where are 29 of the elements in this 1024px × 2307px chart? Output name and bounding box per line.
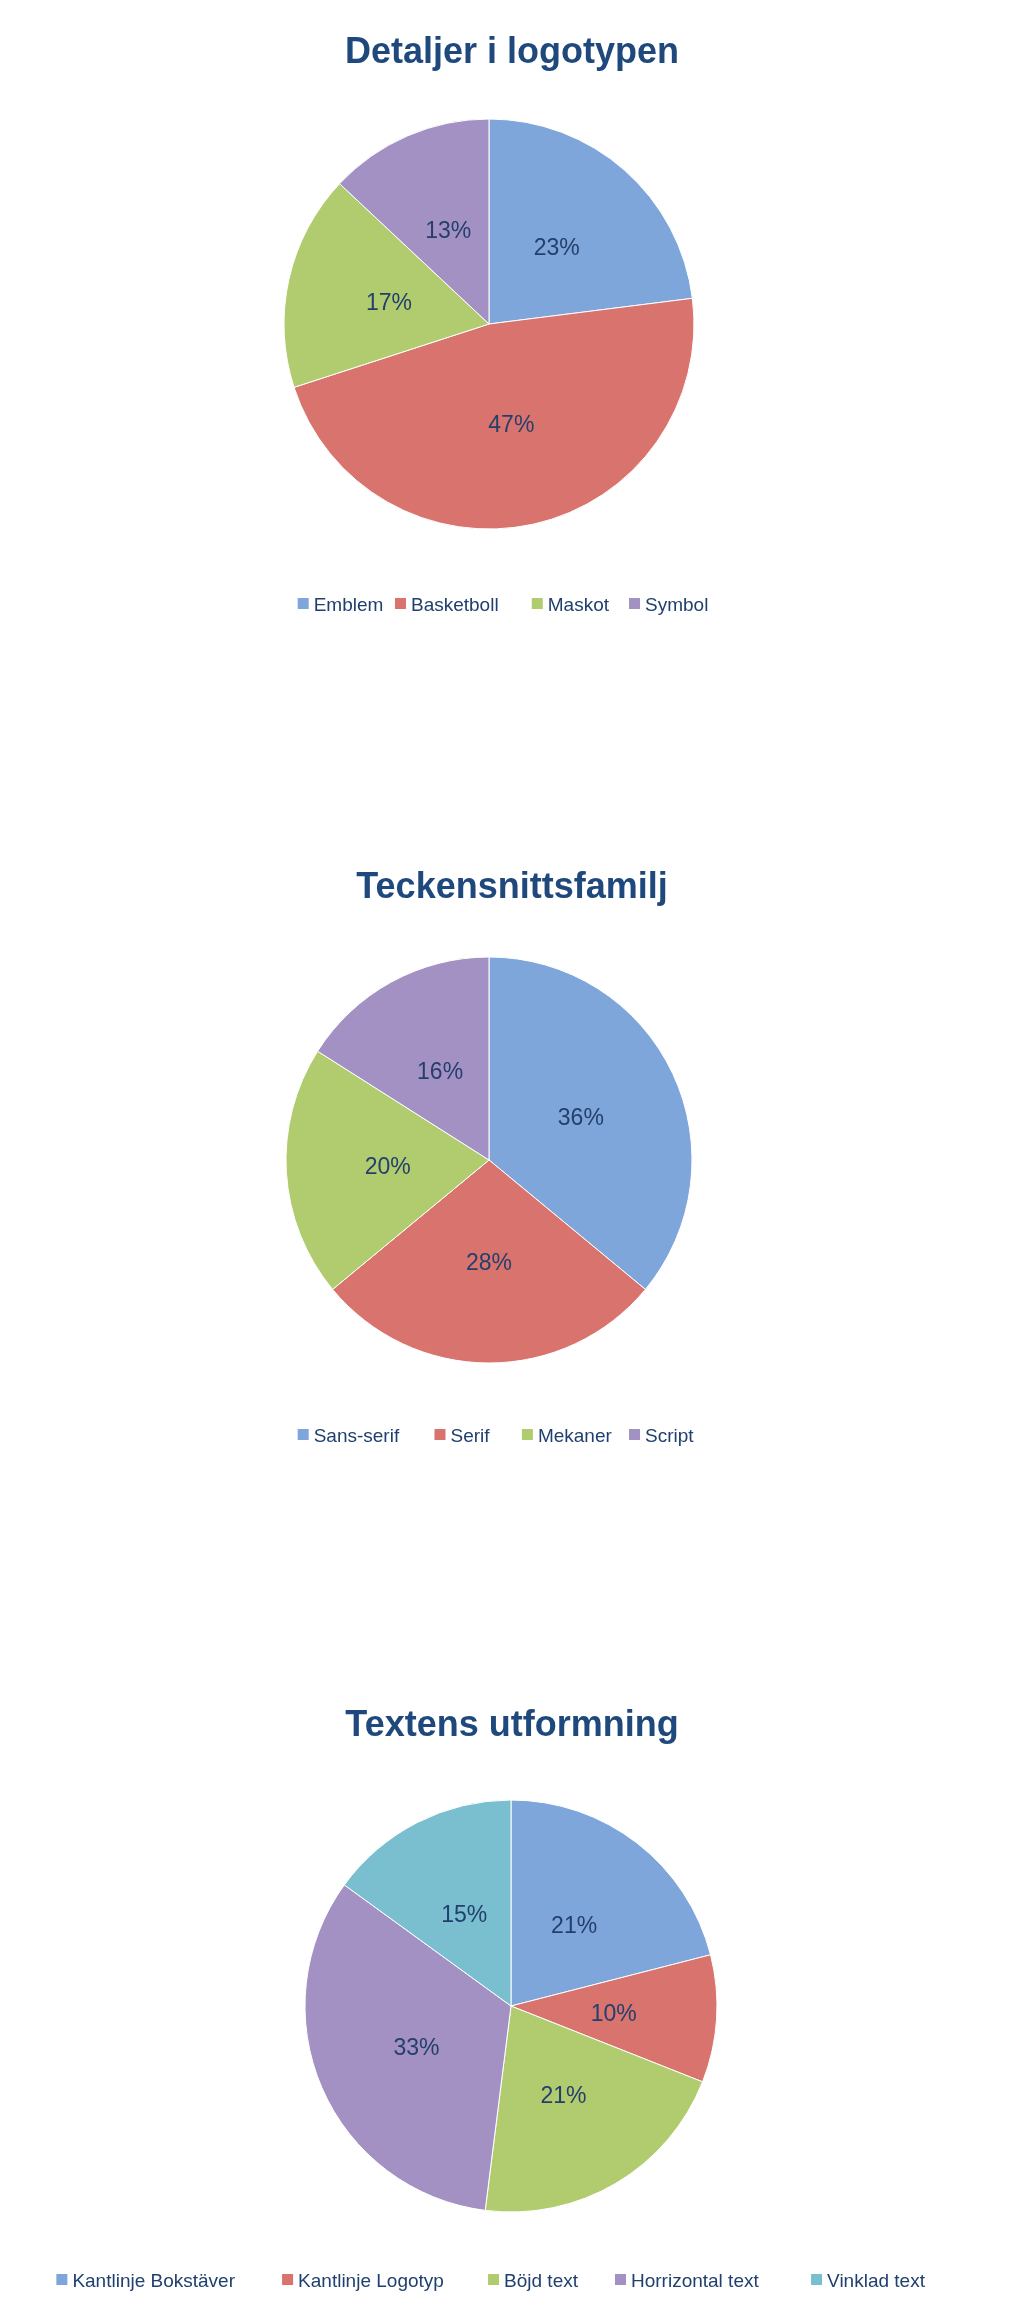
legend-label: Kantlinje Bokstäver <box>72 2269 236 2291</box>
data-label: 21% <box>551 1911 598 1938</box>
data-label: 20% <box>364 1153 411 1180</box>
data-label: 15% <box>441 1901 488 1928</box>
legend-label: Script <box>645 1424 695 1446</box>
data-label: 47% <box>488 411 535 438</box>
data-label: 21% <box>540 2081 587 2108</box>
chart-title: Teckensnittsfamilj <box>356 865 668 906</box>
legend-label: Horrizontal text <box>630 2269 760 2291</box>
legend-label: Serif <box>450 1424 491 1446</box>
legend-label: Böjd text <box>504 2269 579 2291</box>
data-label: 17% <box>365 288 412 315</box>
data-label: 23% <box>533 234 580 261</box>
chart-title: Detaljer i logotypen <box>344 30 680 71</box>
data-label: 36% <box>557 1103 604 1130</box>
legend-label: Maskot <box>547 593 610 615</box>
legend-label: Kantlinje Logotyp <box>298 2269 444 2291</box>
data-label: 10% <box>590 1999 637 2026</box>
legend-label: Vinklad text <box>827 2269 926 2291</box>
legend-label: Sans-serif <box>313 1424 400 1446</box>
data-label: 28% <box>465 1248 513 1275</box>
data-label: 33% <box>393 2033 440 2060</box>
legend-label: Symbol <box>645 593 709 615</box>
legend-label: Emblem <box>313 593 384 615</box>
data-label: 16% <box>417 1058 464 1085</box>
chart-title: Textens utformning <box>345 1703 679 1744</box>
legend-label: Mekaner <box>537 1424 613 1446</box>
data-label: 13% <box>425 216 472 243</box>
legend-label: Basketboll <box>410 593 499 615</box>
